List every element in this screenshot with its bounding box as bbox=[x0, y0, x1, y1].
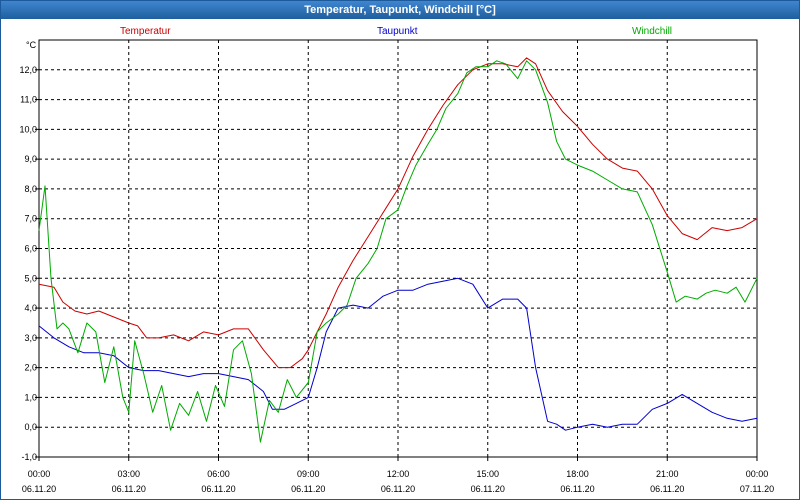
y-tick-label: 12,0 bbox=[19, 65, 37, 75]
y-axis-unit: °C bbox=[26, 40, 37, 50]
legend-windchill: Windchill bbox=[632, 26, 672, 37]
x-tick-date: 06.11.20 bbox=[471, 484, 505, 494]
y-tick-label: 8,0 bbox=[24, 184, 37, 194]
x-tick-time: 00:00 bbox=[746, 469, 769, 479]
y-tick-label: 7,0 bbox=[24, 214, 37, 224]
x-tick-date: 07.11.20 bbox=[740, 484, 774, 494]
y-tick-label: 5,0 bbox=[24, 273, 37, 283]
x-tick-time: 03:00 bbox=[117, 469, 140, 479]
y-tick-label: 2,0 bbox=[24, 363, 37, 373]
series-line-taupunkt bbox=[38, 277, 758, 431]
plot-area bbox=[38, 39, 758, 458]
series-lines bbox=[38, 57, 758, 443]
legend-temperatur: Temperatur bbox=[120, 26, 171, 37]
x-axis-ticks: 00:00 06.11.20 03:00 06.11.20 06:00 06.11.20 0… bbox=[22, 457, 774, 494]
x-tick-date: 06.11.20 bbox=[291, 484, 325, 494]
x-tick-time: 21:00 bbox=[656, 469, 679, 479]
y-axis-ticks: -1,0 0,0 1,0 2,0 3,0 4,0 5,0 6,0 7,0 8,0 9,0 10,0 11… bbox=[19, 65, 39, 462]
x-tick-time: 18:00 bbox=[566, 469, 589, 479]
y-tick-label: 9,0 bbox=[24, 154, 37, 164]
x-tick-date: 06.11.20 bbox=[22, 484, 56, 494]
x-tick-date: 06.11.20 bbox=[201, 484, 235, 494]
y-tick-label: 3,0 bbox=[24, 333, 37, 343]
x-tick-time: 12:00 bbox=[387, 469, 410, 479]
x-tick-time: 15:00 bbox=[476, 469, 499, 479]
series-line-windchill bbox=[38, 60, 758, 443]
legend-taupunkt: Taupunkt bbox=[377, 26, 418, 37]
y-tick-label: 10,0 bbox=[19, 124, 37, 134]
y-tick-label: -1,0 bbox=[21, 452, 37, 462]
series-line-temperatur bbox=[38, 57, 758, 369]
y-tick-label: 11,0 bbox=[20, 95, 37, 105]
x-tick-time: 09:00 bbox=[297, 469, 320, 479]
y-tick-label: 1,0 bbox=[24, 392, 37, 402]
y-tick-label: 6,0 bbox=[24, 244, 37, 254]
window-title: Temperatur, Taupunkt, Windchill [°C] bbox=[1, 1, 799, 19]
x-tick-date: 06.11.20 bbox=[650, 484, 684, 494]
x-tick-date: 06.11.20 bbox=[381, 484, 415, 494]
x-tick-time: 00:00 bbox=[28, 469, 51, 479]
y-tick-label: 4,0 bbox=[24, 303, 37, 313]
y-tick-label: 0,0 bbox=[24, 422, 37, 432]
x-tick-date: 06.11.20 bbox=[112, 484, 146, 494]
x-tick-time: 06:00 bbox=[207, 469, 230, 479]
x-tick-date: 06.11.20 bbox=[560, 484, 594, 494]
